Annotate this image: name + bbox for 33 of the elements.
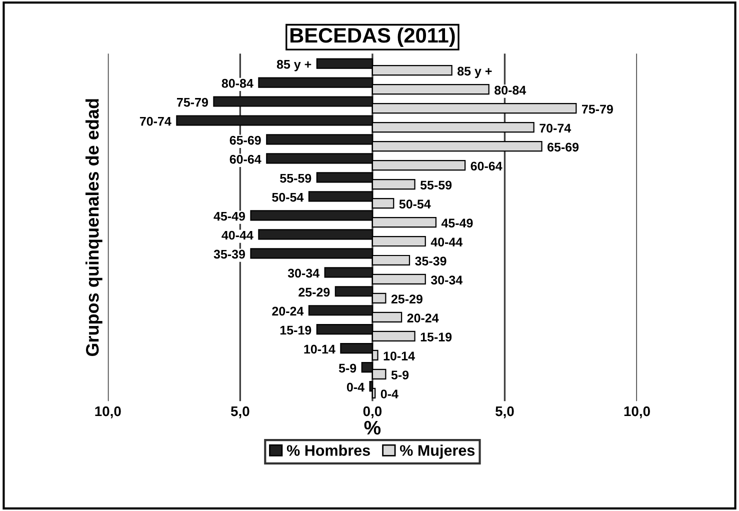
- category-label: 40-44: [430, 238, 463, 247]
- category-label: 45-49: [441, 218, 473, 228]
- x-tick-label: 0,0: [363, 406, 382, 418]
- category-label: 60-64: [470, 162, 502, 171]
- x-tick-label: 10,0: [624, 406, 650, 418]
- y-axis-title: Grupos quinquenales de edad: [86, 99, 102, 356]
- y-tick-label: 55-59: [280, 174, 312, 183]
- category-label: 85 y +: [458, 66, 492, 78]
- category-label: 5-9: [391, 370, 409, 380]
- legend-label: % Mujeres: [400, 444, 475, 459]
- category-label: 35-39: [415, 256, 446, 266]
- legend-label: % Hombres: [286, 444, 370, 456]
- category-label: 55-59: [420, 180, 452, 190]
- category-label: 75-79: [582, 104, 613, 114]
- chart-title: BECEDAS (2011): [290, 27, 455, 47]
- category-label: 65-69: [548, 142, 579, 152]
- category-label: 30-34: [430, 276, 463, 285]
- y-tick-label: 50-54: [272, 192, 304, 202]
- category-label: 15-19: [420, 332, 452, 342]
- x-tick-label: 5,0: [496, 406, 514, 418]
- category-label: 0-4: [380, 390, 398, 398]
- category-label: 25-29: [391, 294, 422, 304]
- x-tick-label: 10,0: [95, 406, 121, 418]
- y-tick-label: 15-19: [280, 326, 312, 335]
- category-label: 70-74: [540, 124, 572, 133]
- y-tick-label: 85 y +: [276, 60, 312, 72]
- category-label: 50-54: [399, 200, 431, 209]
- y-tick-label: 20-24: [272, 306, 304, 316]
- category-label: 10-14: [384, 352, 415, 360]
- x-tick-label: 5,0: [230, 406, 250, 418]
- category-label: 80-84: [494, 86, 526, 95]
- category-label: 20-24: [407, 314, 439, 322]
- x-axis-title: %: [364, 420, 381, 435]
